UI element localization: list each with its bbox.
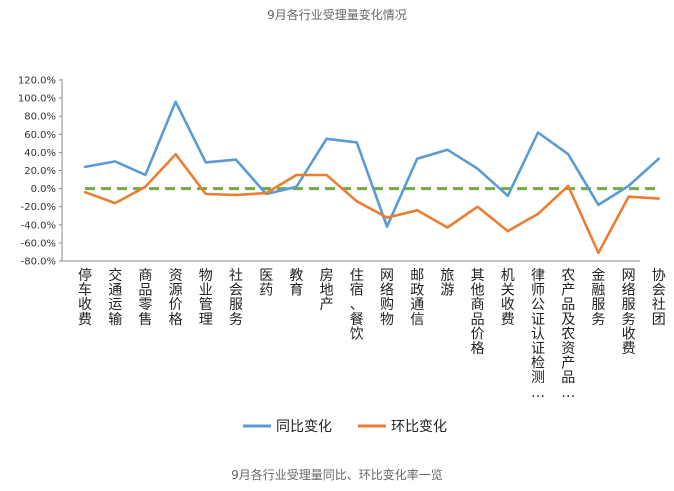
- data-point: [507, 230, 509, 232]
- data-point: [416, 209, 419, 212]
- data-point: [295, 174, 298, 176]
- data-point: [507, 195, 509, 197]
- data-point: [84, 166, 86, 168]
- y-tick-label: -60.0%: [21, 238, 56, 249]
- data-point: [205, 161, 207, 164]
- series-line-1: [83, 100, 661, 228]
- category-label: 教育: [289, 268, 303, 299]
- data-point: [627, 185, 630, 187]
- data-point: [597, 252, 600, 254]
- y-tick-label: 120.0%: [18, 76, 56, 87]
- chart-caption: 9月各行业受理量同比、环比变化率一览: [231, 468, 443, 482]
- data-point: [84, 191, 86, 194]
- data-point: [386, 216, 388, 219]
- category-label: 农产品及农资产品…: [561, 268, 575, 401]
- legend: 同比变化 环比变化: [243, 419, 447, 435]
- data-point: [205, 193, 207, 195]
- data-point: [114, 160, 116, 163]
- y-tick-label: 20.0%: [24, 166, 56, 177]
- data-point: [476, 167, 479, 170]
- data-point: [114, 202, 116, 204]
- data-point: [235, 194, 237, 196]
- data-point: [144, 174, 147, 176]
- legend-label-2: 环比变化: [391, 419, 447, 435]
- category-label: 商品零售: [138, 268, 152, 328]
- data-point: [325, 174, 328, 176]
- data-point: [174, 100, 177, 103]
- chart-title: 9月各行业受理量变化情况: [267, 8, 407, 22]
- category-label: 网络服务收费: [622, 268, 636, 357]
- data-point: [537, 213, 539, 215]
- data-point: [325, 138, 328, 140]
- data-point: [597, 204, 600, 206]
- line-chart: 120.0% 100.0% 80.0% 60.0% 40.0% 20.0% 0.0% -20.…: [18, 76, 666, 436]
- data-point: [386, 225, 388, 228]
- category-label: 金融服务: [591, 268, 605, 328]
- y-tick-label: -20.0%: [21, 202, 56, 213]
- data-point: [265, 192, 268, 194]
- data-point: [567, 185, 569, 187]
- category-label: 其他商品价格: [471, 268, 485, 357]
- category-label: 物业管理: [199, 268, 213, 328]
- data-point: [356, 200, 358, 203]
- category-label: 停车收费: [78, 267, 92, 328]
- y-tick-label: 40.0%: [24, 148, 56, 159]
- category-label: 律师公证认证检测…: [531, 268, 545, 401]
- y-tick-label: 80.0%: [24, 112, 56, 123]
- data-point: [446, 148, 449, 151]
- data-point: [174, 153, 177, 156]
- data-point: [356, 141, 358, 144]
- data-point: [416, 157, 419, 160]
- y-tick-label: 60.0%: [24, 130, 56, 141]
- y-axis: 120.0% 100.0% 80.0% 60.0% 40.0% 20.0% 0.0% -20.…: [18, 76, 63, 268]
- category-label: 机关收费: [501, 268, 515, 328]
- category-label: 协会社团: [652, 268, 666, 328]
- data-point: [537, 131, 539, 134]
- data-point: [295, 185, 298, 188]
- y-tick-label: 100.0%: [18, 94, 56, 105]
- category-label: 交通运输: [108, 267, 122, 328]
- series-line-2: [83, 152, 661, 255]
- category-label: 资源价格: [169, 268, 183, 328]
- data-point: [627, 195, 630, 198]
- category-label: 旅游: [440, 268, 454, 299]
- y-tick-label: -40.0%: [21, 220, 56, 231]
- data-point: [658, 197, 660, 200]
- data-point: [235, 158, 237, 161]
- category-label: 网络购物: [380, 268, 394, 328]
- category-label: 医药: [259, 268, 273, 299]
- data-point: [658, 157, 660, 160]
- y-tick-label: -80.0%: [21, 257, 56, 268]
- data-point: [567, 153, 569, 156]
- data-point: [144, 185, 147, 188]
- legend-label-1: 同比变化: [276, 419, 332, 435]
- category-label: 社会服务: [229, 268, 243, 328]
- y-tick-label: 0.0%: [31, 184, 56, 195]
- data-point: [446, 226, 449, 229]
- category-label: 住宿、餐饮: [350, 268, 364, 342]
- series-lines: [83, 100, 661, 255]
- data-point: [476, 205, 479, 208]
- category-label: 房地产: [320, 268, 334, 313]
- category-label: 邮政通信: [410, 268, 424, 328]
